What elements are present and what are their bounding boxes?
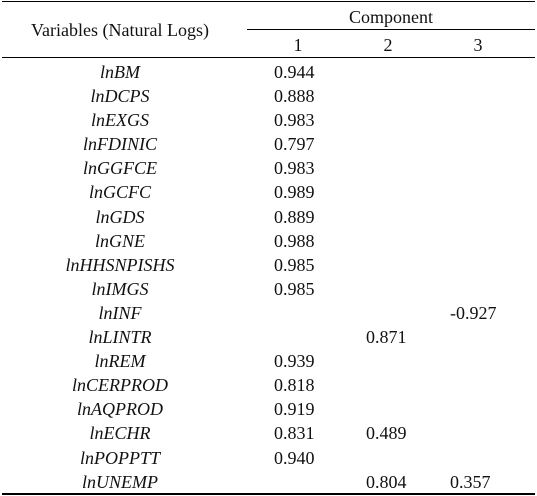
table-row: lnBM 0.944 [0,60,537,84]
variable-name: lnGNE [94,230,145,251]
variable-name: lnREM [94,351,146,372]
component-3-header: 3 [473,35,483,55]
header-bottom-rule [2,57,535,58]
loading-c3: 0.357 [450,471,491,492]
table-row: lnUNEMP 0.804 0.357 [0,470,537,494]
loading-c1: 0.889 [274,206,315,227]
loading-c3: -0.927 [450,302,497,323]
loading-c1: 0.940 [274,447,315,468]
variable-name: lnUNEMP [82,471,158,492]
variable-name: lnGDS [95,206,145,227]
variables-column-header: Variables (Natural Logs) [31,20,209,40]
table-row: lnGDS 0.889 [0,205,537,229]
variable-name: lnLINTR [88,327,152,348]
table-row: lnFDINIC 0.797 [0,132,537,156]
table-row: lnGGFCE 0.983 [0,156,537,180]
loading-c1: 0.818 [274,375,315,396]
variable-name: lnHHSNPISHS [65,254,175,275]
variable-name: lnIMGS [91,278,149,299]
table-top-rule [2,1,535,2]
table-row: lnAQPROD 0.919 [0,397,537,421]
table-bottom-rule [2,493,535,495]
table-row: lnGCFC 0.989 [0,180,537,204]
table-row: lnHHSNPISHS 0.985 [0,253,537,277]
table-row: lnINF -0.927 [0,301,537,325]
loading-c2: 0.804 [366,471,407,492]
table-row: lnIMGS 0.985 [0,277,537,301]
variable-name: lnGCFC [88,182,151,203]
variable-name: lnAQPROD [77,399,163,420]
table-body: lnBM 0.944 lnDCPS 0.888 lnEXGS 0.983 lnF… [0,60,537,494]
loading-c1: 0.919 [274,399,315,420]
loading-c1: 0.989 [274,182,315,203]
loading-c1: 0.983 [274,110,315,131]
variable-name: lnBM [100,62,140,82]
table-row: lnEXGS 0.983 [0,108,537,132]
variable-name: lnINF [98,302,142,323]
variable-name: lnGGFCE [83,158,157,179]
loading-c2: 0.489 [366,423,407,444]
loading-c1: 0.985 [274,278,315,299]
table-row: lnPOPPTT 0.940 [0,446,537,470]
component-header-rule [247,29,535,30]
loading-c1: 0.939 [274,351,315,372]
variable-name: lnEXGS [91,110,149,131]
table-row: lnREM 0.939 [0,349,537,373]
component-2-header: 2 [383,35,393,55]
table-row: lnCERPROD 0.818 [0,373,537,397]
loading-c1: 0.888 [274,86,315,107]
variable-name: lnDCPS [90,86,150,107]
loading-c1: 0.988 [274,230,315,251]
loading-c1: 0.831 [274,423,315,444]
table-row: lnLINTR 0.871 [0,325,537,349]
table-row: lnECHR 0.831 0.489 [0,421,537,445]
variable-name: lnECHR [89,423,151,444]
loading-c1: 0.983 [274,158,315,179]
loading-c1: 0.797 [274,134,315,155]
component-1-header: 1 [293,35,303,55]
component-group-header: Component [349,7,433,27]
loading-c2: 0.871 [366,327,407,348]
loading-c1: 0.944 [274,62,315,82]
table-row: lnGNE 0.988 [0,229,537,253]
variable-name: lnFDINIC [83,134,157,155]
table-row: lnDCPS 0.888 [0,84,537,108]
variable-name: lnPOPPTT [79,447,160,468]
variable-name: lnCERPROD [72,375,168,396]
loading-c1: 0.985 [274,254,315,275]
